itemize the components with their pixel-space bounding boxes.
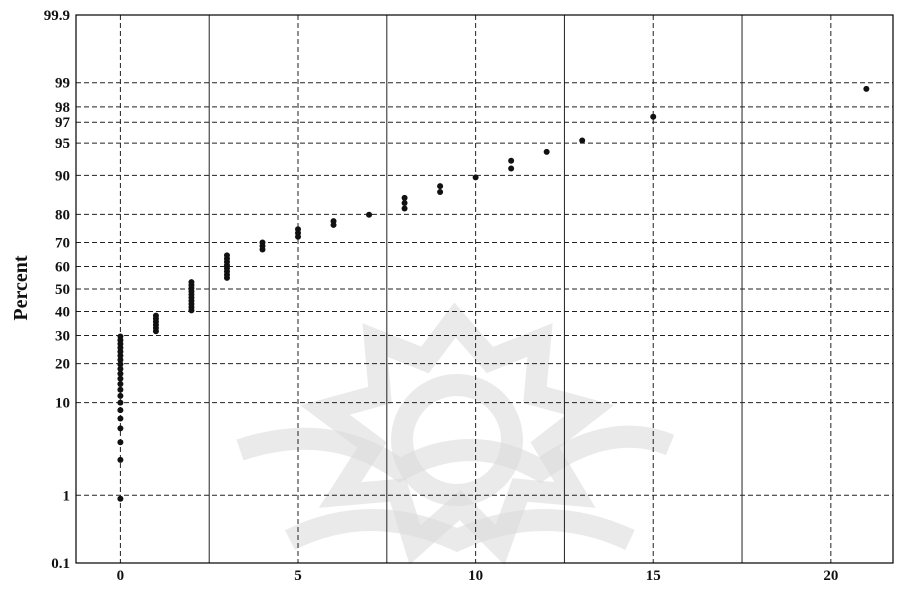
x-tick-label: 15 [646, 568, 661, 584]
y-axis-title: Percent [10, 255, 32, 320]
y-tick-label: 10 [55, 396, 70, 412]
y-tick-label: 60 [55, 260, 70, 276]
data-point [401, 199, 408, 206]
y-tick-label: 95 [55, 136, 70, 152]
data-point [117, 333, 124, 340]
y-tick-label: 30 [55, 328, 70, 344]
data-point [366, 211, 373, 218]
data-point [543, 148, 550, 155]
data-point [472, 174, 479, 181]
plot-border [75, 14, 894, 564]
data-point [117, 495, 124, 502]
data-point [152, 312, 159, 319]
data-point [437, 183, 444, 190]
plot-frame [75, 14, 894, 564]
data-point [188, 279, 195, 286]
data-point [117, 380, 124, 387]
data-point [863, 85, 870, 92]
data-point [117, 439, 124, 446]
y-tick-label: 0.1 [51, 556, 70, 572]
watermark-logo [236, 302, 675, 565]
data-point [579, 137, 586, 144]
y-tick-label: 99.9 [44, 8, 70, 24]
data-point [117, 356, 124, 363]
y-tick-label: 98 [55, 100, 70, 116]
grid [76, 15, 893, 563]
data-point [117, 386, 124, 393]
y-tick-label: 50 [55, 282, 70, 298]
x-tick-labels: 0 5 10 15 20 [117, 568, 839, 584]
data-point [401, 205, 408, 212]
data-point [650, 113, 657, 120]
x-tick-label: 20 [823, 568, 838, 584]
x-tick-label: 0 [117, 568, 125, 584]
y-tick-label: 99 [55, 76, 70, 92]
data-point [117, 370, 124, 377]
data-point [117, 407, 124, 414]
data-point [117, 399, 124, 406]
data-points [117, 85, 870, 502]
data-point [437, 189, 444, 196]
data-point [259, 239, 266, 246]
y-tick-label: 70 [55, 236, 70, 252]
data-point [117, 392, 124, 399]
y-tick-label: 97 [55, 115, 71, 131]
data-point [508, 165, 515, 172]
y-tick-label: 90 [55, 168, 70, 184]
data-point [508, 157, 515, 164]
data-point [117, 365, 124, 372]
data-point [223, 252, 230, 259]
y-tick-label: 80 [55, 207, 70, 223]
y-tick-label: 20 [55, 357, 70, 373]
data-point [117, 415, 124, 422]
y-tick-label: 1 [63, 488, 71, 504]
data-point [401, 194, 408, 201]
data-point [117, 456, 124, 463]
data-point [117, 361, 124, 368]
data-point [117, 375, 124, 382]
y-tick-label: 40 [55, 304, 70, 320]
x-tick-label: 5 [294, 568, 302, 584]
data-point [330, 218, 337, 225]
x-tick-label: 10 [468, 568, 483, 584]
data-point [117, 425, 124, 432]
data-point [295, 226, 302, 233]
